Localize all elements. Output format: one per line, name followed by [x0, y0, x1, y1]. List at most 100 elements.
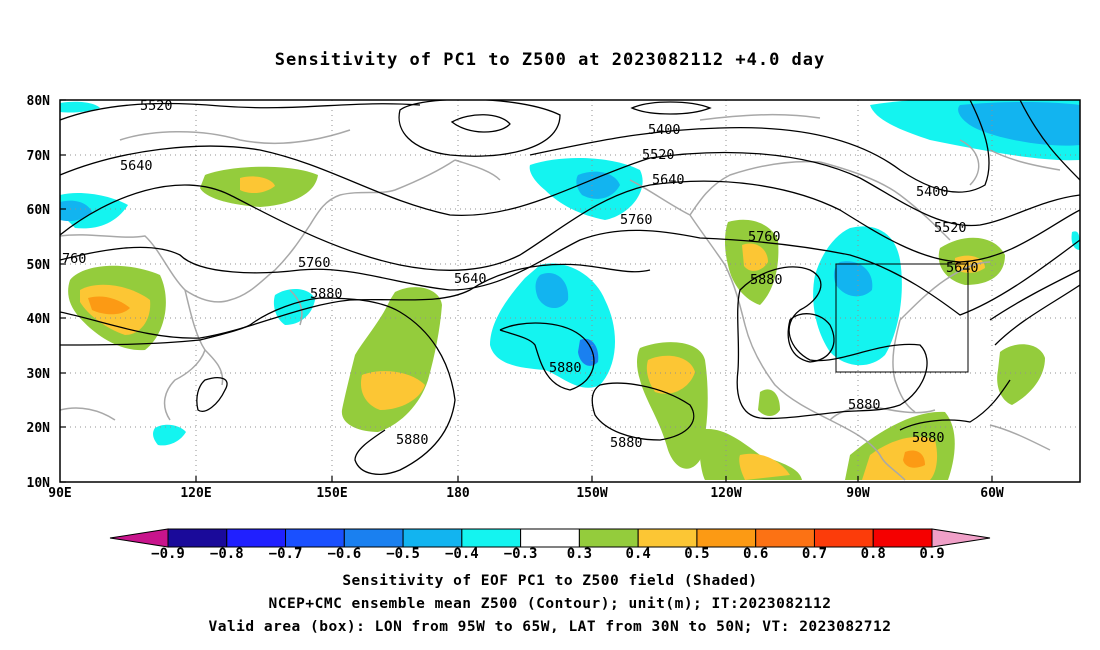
lat-label: 50N: [27, 258, 51, 273]
contour-5520-arctic: [60, 102, 421, 121]
colorbar-label: −0.7: [269, 546, 303, 562]
shade-positive-atlantic: [997, 344, 1045, 405]
colorbar-low-extend: [109, 528, 169, 548]
shade-negative-central-pacific-core: [535, 272, 569, 309]
shade-negative-europe-core: [60, 200, 92, 222]
shade-negative-north-pacific-core: [958, 101, 1080, 146]
contour-5880-west: [60, 297, 456, 475]
contour-label: 5400: [648, 122, 681, 138]
contour-label: 5640: [946, 260, 979, 276]
colorbar-cell: [520, 528, 580, 548]
contour-label: 5760: [298, 255, 331, 271]
colorbar-high-extend: [931, 528, 991, 548]
colorbar-label: 0.6: [743, 546, 768, 562]
contour-labels: 5520 5400 5520 5640 5640 5760 5400 5520 …: [62, 98, 979, 451]
shade-positive-caribbean-core: [862, 436, 938, 480]
contour-5760-west: [60, 263, 651, 339]
lat-label: 20N: [27, 421, 51, 436]
lat-label: 60N: [27, 203, 51, 218]
contour-small-closed: [450, 114, 511, 133]
lon-label: 90W: [846, 486, 870, 501]
contour-label: 5760: [748, 229, 781, 245]
shade-negative-japan: [273, 288, 315, 325]
colorbar-cell: [402, 528, 463, 548]
contour-label: 5880: [310, 286, 343, 302]
colorbar-label: 0.5: [684, 546, 709, 562]
lon-label: 120W: [710, 486, 741, 501]
colorbar-cell: [813, 528, 874, 548]
contour-5400: [529, 100, 990, 193]
colorbar-label: 0.8: [861, 546, 886, 562]
lat-lon-grid: [60, 100, 1080, 482]
shade-positive-w-pacific-core: [360, 371, 425, 410]
contour-5520: [60, 145, 1080, 227]
contour-label: 5640: [454, 271, 487, 287]
colorbar-label: −0.3: [504, 546, 538, 562]
lon-label: 150W: [576, 486, 607, 501]
contour-label: 5880: [750, 272, 783, 288]
axis-ticks: [60, 99, 993, 483]
coastlines: [60, 113, 1061, 481]
colorbar-label: −0.6: [327, 546, 361, 562]
shade-positive-china-core2: [88, 296, 130, 315]
latitude-labels: 80N 70N 60N 50N 40N 30N 20N 10N: [27, 94, 51, 491]
colorbar-label: 0.7: [802, 546, 827, 562]
map-title: Sensitivity of PC1 to Z500 at 2023082112…: [274, 50, 826, 70]
lat-label: 30N: [27, 367, 51, 382]
shade-positive-w-pacific: [341, 287, 442, 432]
contour-label: 5760: [620, 212, 653, 228]
colorbar-cell: [285, 528, 345, 548]
contour-label: 5880: [549, 360, 582, 376]
colorbar: −0.9 −0.8 −0.7 −0.6 −0.5 −0.4 −0.3 0.3 0.4 0.5 0.6…: [109, 528, 991, 562]
colorbar-label: −0.4: [445, 546, 479, 562]
contour-label: 5520: [140, 98, 173, 114]
contour-5880-nw: [499, 322, 595, 391]
shade-positive-caribbean-core2: [903, 450, 925, 468]
contour-5760: [60, 229, 1080, 316]
contour-5640: [60, 180, 1080, 271]
lon-label: 60W: [980, 486, 1004, 501]
contour-label: 760: [62, 251, 86, 267]
lon-label: 90E: [48, 486, 71, 501]
contour-5520-east: [989, 269, 1080, 321]
colorbar-cell: [226, 528, 287, 548]
shade-positive-baja-core: [739, 453, 790, 480]
shade-negative-arctic: [60, 101, 100, 113]
shade-negative-great-lakes-core: [833, 261, 873, 297]
shade-positive-gulf: [758, 389, 780, 416]
contour-label: 5880: [848, 397, 881, 413]
contour-label: 5880: [912, 430, 945, 446]
valid-area-box: [835, 263, 969, 373]
lat-label: 10N: [27, 476, 51, 491]
contour-small-closed-2: [630, 101, 712, 115]
shade-positive-hawaii-core: [646, 355, 695, 394]
caption-shading: Sensitivity of EOF PC1 to Z500 field (Sh…: [342, 573, 758, 589]
lon-label: 150E: [316, 486, 347, 501]
colorbar-label: 0.3: [567, 546, 592, 562]
contour-5880-philippines: [196, 377, 228, 412]
shade-negative-philippines: [153, 424, 186, 446]
shade-positive-siberia-core: [240, 176, 275, 194]
colorbar-cell: [696, 528, 757, 548]
colorbar-cell: [578, 528, 639, 548]
contour-label: 5880: [610, 435, 643, 451]
longitude-labels: 90E 120E 150E 180 150W 120W 90W 60W: [48, 486, 1004, 501]
contour-5880-inner: [787, 313, 835, 363]
contour-label: 5880: [396, 432, 429, 448]
contour-5880-anticyclone: [736, 266, 928, 420]
contour-label: 5520: [934, 220, 967, 236]
z500-contours: [60, 100, 1080, 475]
colorbar-cell: [461, 528, 522, 548]
colorbar-label: −0.5: [386, 546, 420, 562]
caption-contour: NCEP+CMC ensemble mean Z500 (Contour); u…: [268, 596, 832, 612]
contour-5880-east: [899, 379, 1011, 431]
contour-5640-east: [994, 284, 1080, 346]
caption-valid-area: Valid area (box): LON from 95W to 65W, L…: [208, 619, 892, 635]
lat-label: 80N: [27, 94, 51, 109]
contour-label: 5400: [916, 184, 949, 200]
colorbar-label: 0.9: [919, 546, 944, 562]
colorbar-label: −0.8: [210, 546, 244, 562]
colorbar-cell: [872, 528, 933, 548]
map-frame: [59, 99, 1081, 483]
